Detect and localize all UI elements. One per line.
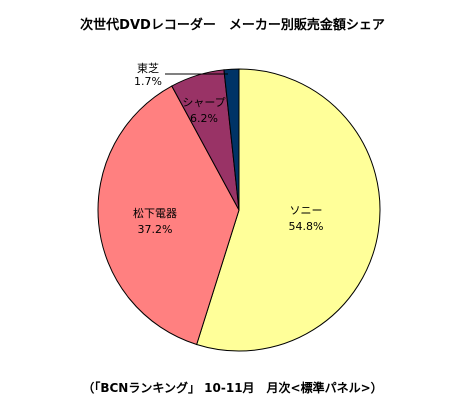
slice-label: ソニー [290, 204, 323, 217]
slice-value-label: 1.7% [134, 75, 162, 88]
slice-label: 東芝 [137, 62, 159, 75]
pie-slice [196, 68, 381, 352]
pie-slice [97, 85, 240, 346]
slice-value-label: 37.2% [138, 223, 173, 236]
pie-slice [223, 68, 240, 211]
slice-value-label: 6.2% [190, 112, 218, 125]
slice-label: シャープ [182, 96, 225, 109]
chart-source-note: （「BCNランキング」 10-11月 月次<標準パネル>） [82, 381, 383, 395]
slice-label: 松下電器 [133, 206, 177, 220]
chart-title: 次世代DVDレコーダー メーカー別販売金額シェア [80, 18, 385, 33]
slice-value-label: 54.8% [289, 220, 324, 233]
